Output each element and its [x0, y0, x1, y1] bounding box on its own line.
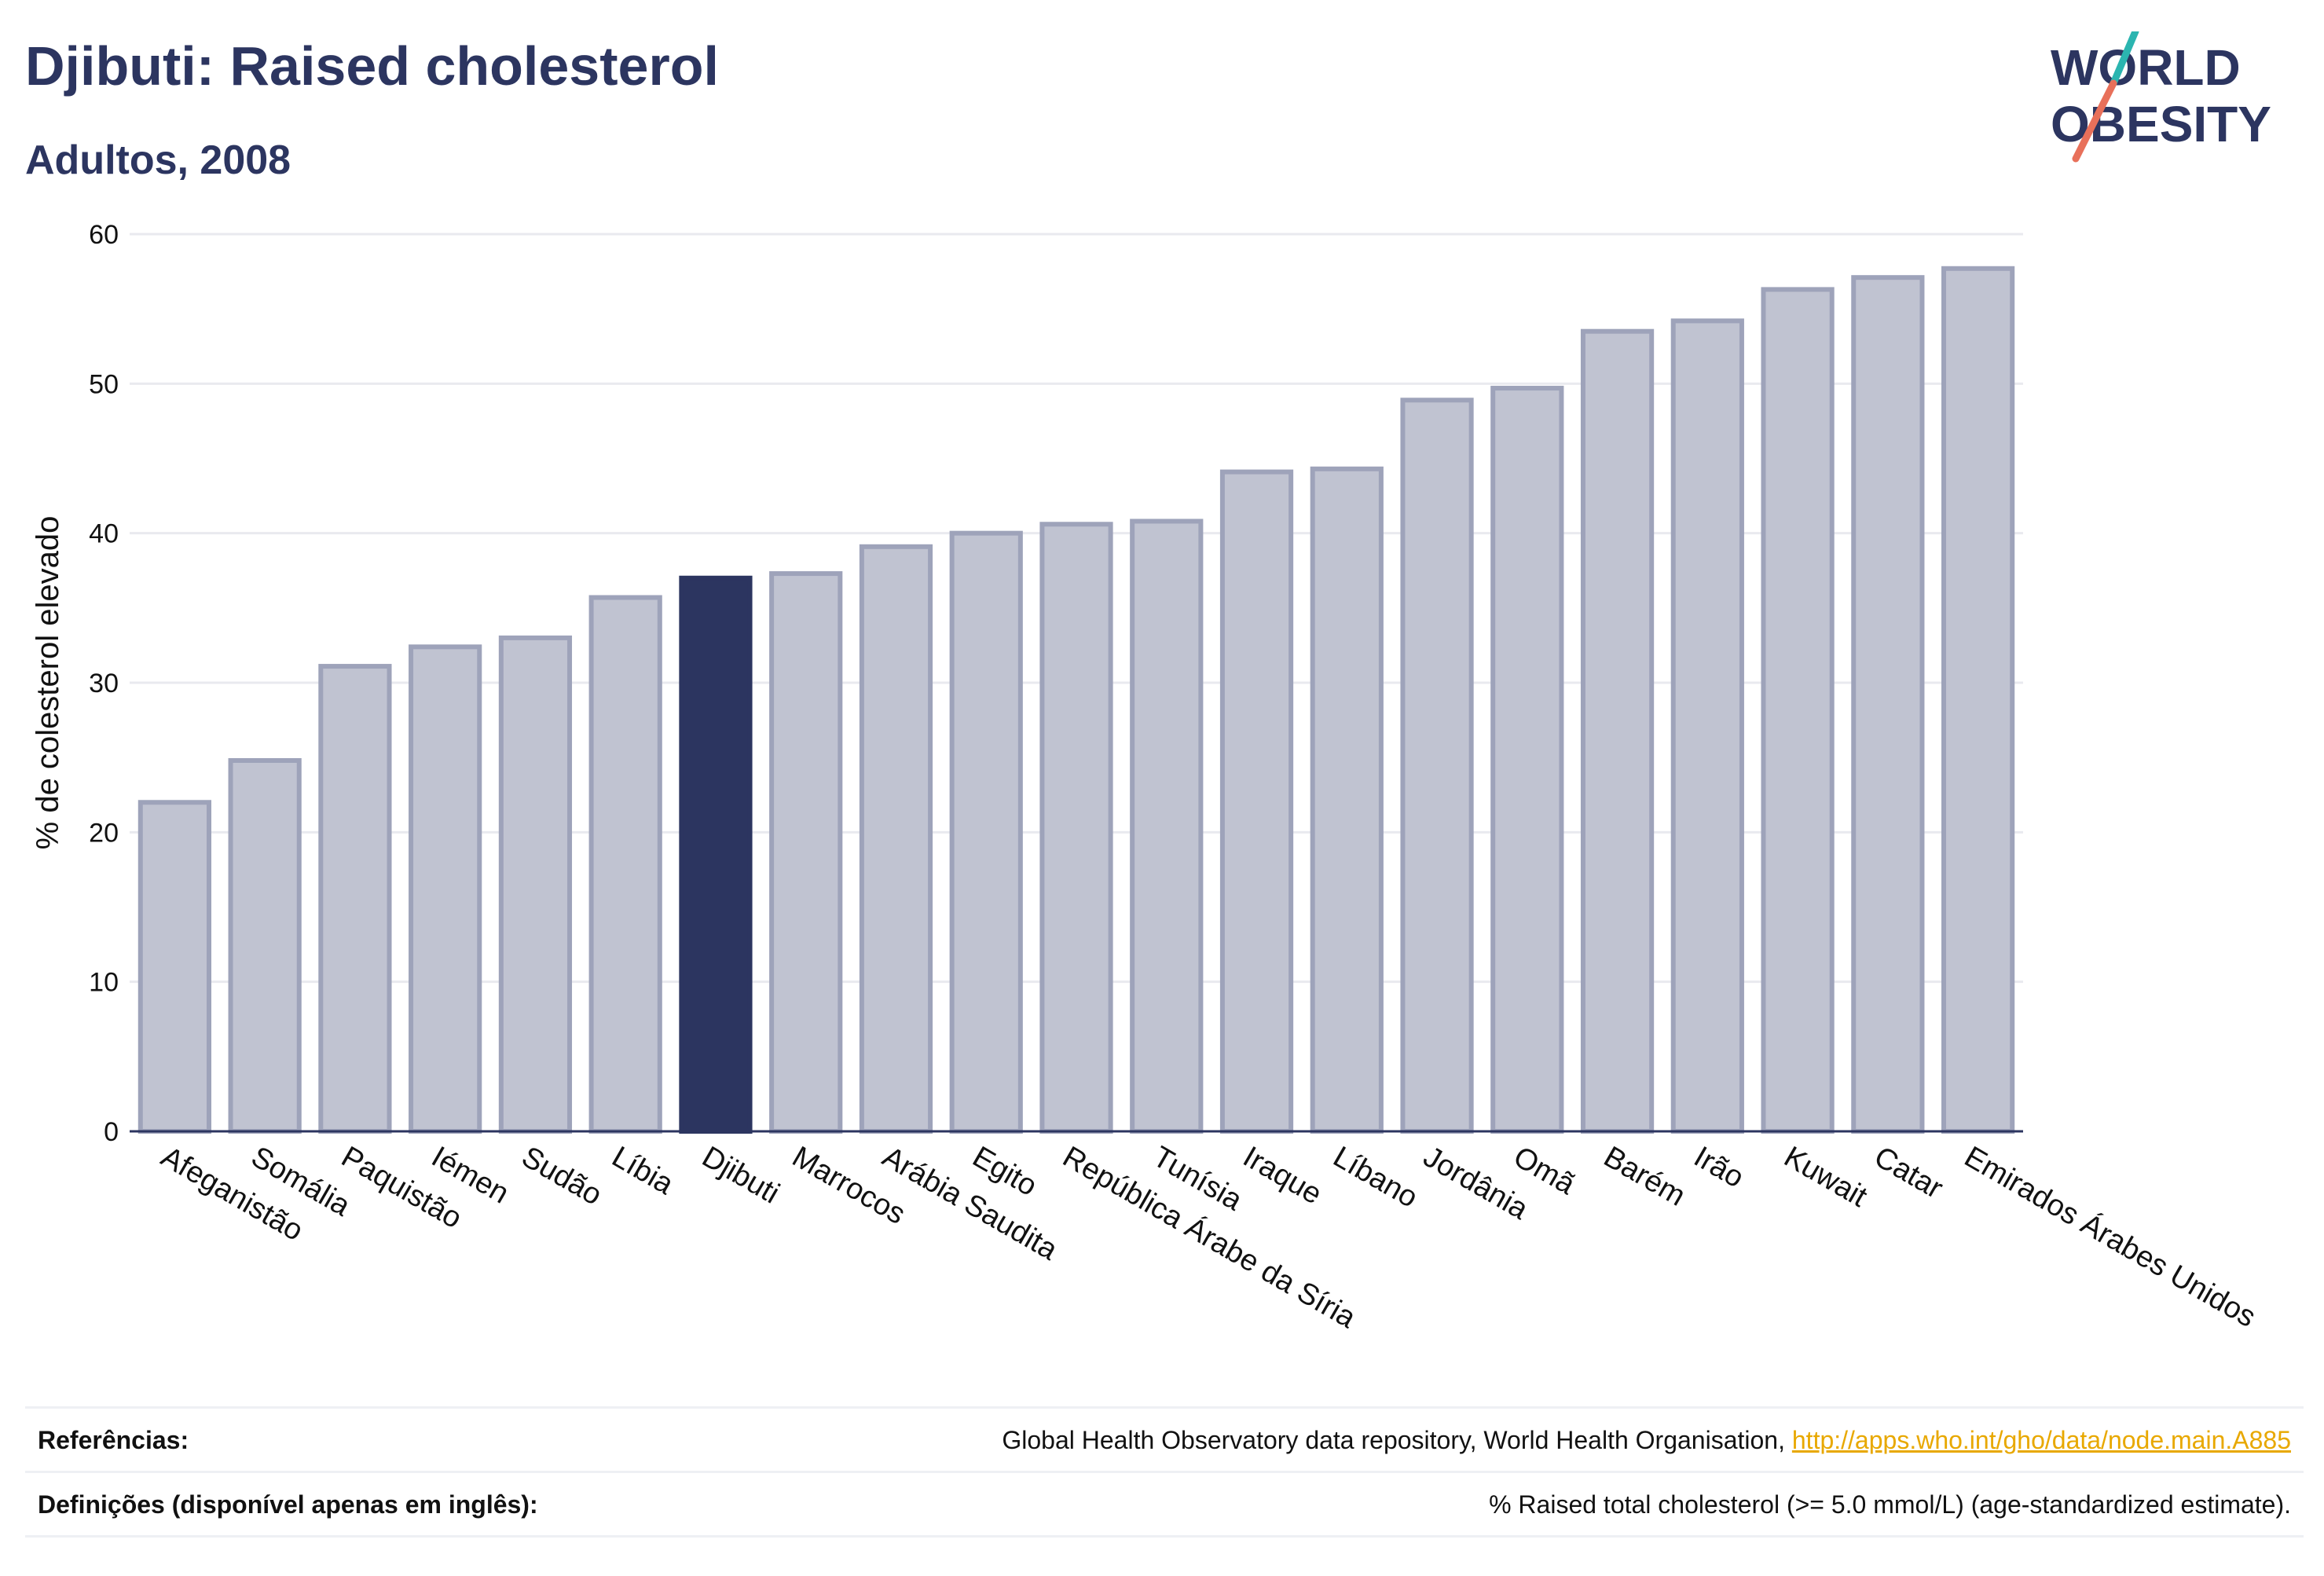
footer-references-row: Referências: Global Health Observatory d…: [25, 1406, 2304, 1472]
logo-line1: WORLD: [2051, 39, 2241, 96]
y-axis-label: % de colesterol elevado: [31, 516, 65, 850]
y-tick-label: 10: [89, 968, 119, 998]
y-tick-label: 60: [89, 220, 119, 250]
x-tick-label: Irão: [1688, 1140, 1750, 1194]
x-tick-label: Catar: [1868, 1140, 1948, 1205]
references-text: Global Health Observatory data repositor…: [1002, 1425, 1792, 1454]
y-tick-label: 40: [89, 519, 119, 549]
bar: [859, 544, 933, 1134]
x-tick-label: Iraque: [1237, 1140, 1327, 1211]
y-tick-label: 0: [104, 1117, 119, 1147]
bar: [1130, 519, 1204, 1134]
page-title: Djibuti: Raised cholesterol: [25, 35, 719, 97]
x-tick-label: Djibuti: [696, 1140, 784, 1210]
bar: [949, 530, 1023, 1134]
footer-bottom-divider: [25, 1535, 2304, 1538]
definitions-text: % Raised total cholesterol (>= 5.0 mmol/…: [1489, 1490, 2291, 1519]
bar: [1310, 466, 1384, 1134]
x-tick-label: Barém: [1598, 1140, 1691, 1212]
bar: [588, 595, 662, 1134]
bar: [409, 644, 482, 1134]
x-tick-label: Kuwait: [1779, 1140, 1873, 1214]
bar: [498, 635, 573, 1134]
bar: [1490, 386, 1564, 1134]
x-tick-label: Sudão: [516, 1140, 607, 1211]
bar: [1670, 318, 1744, 1134]
references-label: Referências:: [38, 1425, 189, 1454]
logo-slash-coral-icon: [2072, 79, 2117, 163]
bar: [1761, 287, 1835, 1134]
bar: [1941, 266, 2015, 1134]
y-tick-label: 50: [89, 369, 119, 399]
page-subtitle: Adultos, 2008: [25, 137, 291, 183]
logo-slash-teal-icon: [2110, 31, 2139, 87]
references-link[interactable]: http://apps.who.int/gho/data/node.main.A…: [1791, 1425, 2291, 1454]
bar: [318, 664, 392, 1134]
bar-chart: 0102030405060AfeganistãoSomáliaPaquistão…: [31, 220, 2262, 1335]
bar: [228, 757, 302, 1134]
bar: [1851, 275, 1925, 1134]
bar: [769, 571, 843, 1134]
x-tick-label: Líbano: [1328, 1140, 1424, 1214]
y-tick-label: 20: [89, 818, 119, 848]
bar: [1580, 328, 1655, 1134]
references-value: Global Health Observatory data repositor…: [1002, 1426, 2304, 1455]
footer-definitions-row: Definições (disponível apenas em inglês)…: [25, 1471, 2304, 1536]
x-tick-label: Emirados Árabes Unidos: [1959, 1140, 2262, 1334]
y-tick-label: 30: [89, 669, 119, 698]
bar: [137, 800, 211, 1134]
world-obesity-logo[interactable]: WORLD OBESITY: [2043, 31, 2310, 173]
bar: [1039, 522, 1113, 1134]
definitions-label: Definições (disponível apenas em inglês)…: [38, 1490, 538, 1519]
bar: [1219, 469, 1294, 1134]
x-tick-label: Líbia: [607, 1140, 680, 1201]
bar: [1400, 398, 1474, 1134]
bar-highlighted: [679, 575, 753, 1134]
